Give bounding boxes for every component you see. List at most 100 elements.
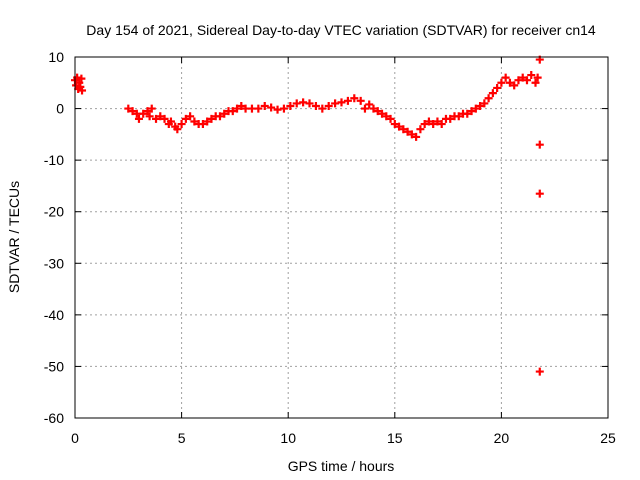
data-point — [286, 101, 295, 110]
data-point — [378, 109, 387, 118]
data-point — [446, 114, 455, 123]
data-point — [233, 104, 242, 113]
data-point — [416, 125, 425, 134]
data-point — [403, 127, 412, 136]
data-point — [160, 114, 169, 123]
data-point — [267, 103, 276, 112]
data-point — [365, 100, 374, 109]
data-point — [390, 120, 399, 129]
data-point — [350, 94, 359, 103]
data-point — [480, 99, 489, 108]
y-tick-label: -20 — [44, 204, 64, 220]
y-tick-label: 10 — [48, 49, 64, 65]
data-point — [77, 74, 86, 83]
data-point — [369, 104, 378, 113]
y-tick-label: -50 — [44, 358, 64, 374]
data-point — [128, 107, 137, 116]
data-point — [471, 104, 480, 113]
data-point — [463, 109, 472, 118]
data-series — [71, 55, 544, 376]
data-point — [279, 104, 288, 113]
data-point — [424, 117, 433, 126]
data-point — [514, 76, 523, 85]
data-point — [237, 101, 246, 110]
data-point — [399, 125, 408, 134]
data-point — [467, 107, 476, 116]
x-tick-label: 0 — [71, 430, 79, 446]
x-tick-label: 5 — [178, 430, 186, 446]
data-point — [190, 117, 199, 126]
data-point — [476, 101, 485, 110]
data-point — [493, 83, 502, 92]
x-axis-label: GPS time / hours — [288, 458, 395, 474]
data-point — [143, 107, 152, 116]
data-point — [518, 73, 527, 82]
data-point — [78, 86, 87, 95]
data-point — [407, 130, 416, 139]
data-point — [488, 89, 497, 98]
x-tick-label: 15 — [387, 430, 403, 446]
data-point — [497, 78, 506, 87]
data-point — [395, 122, 404, 131]
data-point — [177, 120, 186, 129]
data-point — [501, 73, 510, 82]
data-point — [505, 78, 514, 87]
series-sdtvar — [71, 55, 544, 376]
data-point — [228, 107, 237, 116]
plot-frame — [74, 56, 609, 419]
data-point — [454, 112, 463, 121]
data-point — [510, 81, 519, 90]
data-point — [420, 120, 429, 129]
data-point — [220, 109, 229, 118]
data-point — [433, 117, 442, 126]
data-point — [386, 114, 395, 123]
data-point — [437, 120, 446, 129]
data-point — [533, 73, 542, 82]
data-point — [181, 114, 190, 123]
x-tick-label: 10 — [280, 430, 296, 446]
data-point — [318, 104, 327, 113]
y-tick-label: 0 — [56, 101, 64, 117]
data-point — [360, 104, 369, 113]
y-axis-label: SDTVAR / TECUs — [6, 181, 22, 293]
data-point — [166, 117, 175, 126]
data-point — [186, 112, 195, 121]
data-point — [134, 114, 143, 123]
data-point — [343, 96, 352, 105]
grid — [75, 57, 608, 418]
y-tick-label: -60 — [44, 410, 64, 426]
data-point — [324, 101, 333, 110]
data-point — [139, 109, 148, 118]
data-point — [412, 132, 421, 141]
data-point — [260, 101, 269, 110]
x-tick-label: 25 — [600, 430, 616, 446]
data-point — [535, 367, 544, 376]
data-point — [429, 120, 438, 129]
y-tick-label: -10 — [44, 152, 64, 168]
data-point — [145, 112, 154, 121]
data-point — [527, 71, 536, 80]
data-point — [522, 76, 531, 85]
data-point — [373, 107, 382, 116]
data-point — [215, 112, 224, 121]
data-point — [484, 94, 493, 103]
y-tick-label: -30 — [44, 255, 64, 271]
chart-title: Day 154 of 2021, Sidereal Day-to-day VTE… — [86, 22, 596, 38]
data-point — [156, 112, 165, 121]
data-point — [535, 140, 544, 149]
x-tick-label: 20 — [494, 430, 510, 446]
data-point — [311, 101, 320, 110]
data-point — [147, 104, 156, 113]
data-point — [254, 104, 263, 113]
data-point — [198, 120, 207, 129]
data-point — [203, 117, 212, 126]
ticks: 0 5 10 15 20 25 -60 -50 -40 -30 -20 -10 0 10 — [44, 49, 616, 446]
data-point — [531, 78, 540, 87]
data-point — [356, 96, 365, 105]
data-point — [382, 112, 391, 121]
y-tick-label: -40 — [44, 307, 64, 323]
data-point — [305, 99, 314, 108]
data-point — [124, 104, 133, 113]
